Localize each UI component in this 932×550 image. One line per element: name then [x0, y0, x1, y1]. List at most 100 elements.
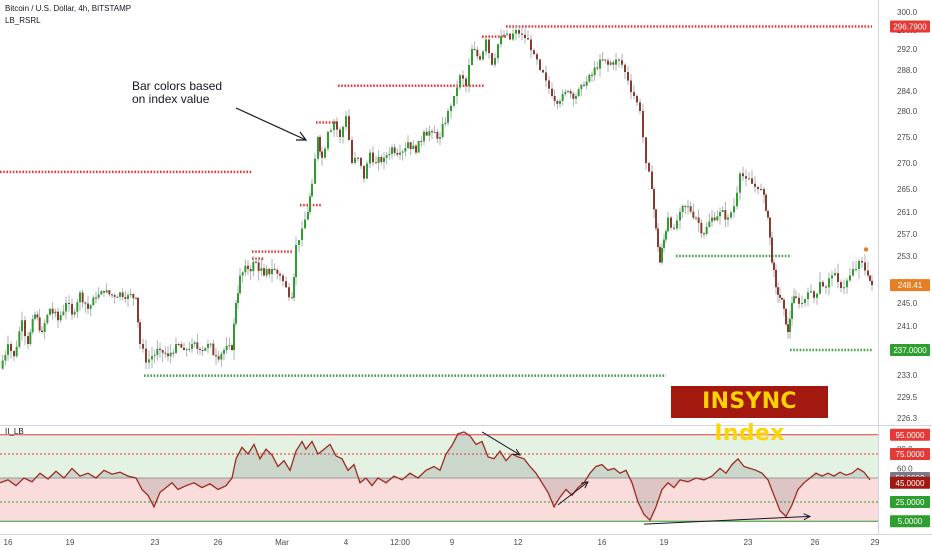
price-tick-label: 261.0 — [897, 208, 918, 217]
candle-body — [765, 194, 767, 211]
annotation-line-2: on index value — [132, 92, 210, 106]
candle-body — [545, 72, 547, 81]
candle-body — [46, 314, 49, 324]
study-name[interactable]: LB_RSRL — [5, 16, 41, 25]
candle-body — [527, 38, 529, 40]
candle-body — [518, 30, 520, 34]
candle-body — [441, 123, 444, 137]
candle-body — [433, 131, 436, 133]
candle-body — [360, 157, 362, 166]
candle-body — [642, 111, 644, 138]
candle-body — [585, 81, 588, 86]
candle-body — [439, 137, 441, 139]
annotation-text: Bar colors based on index value — [132, 80, 222, 106]
candle-body — [412, 145, 415, 150]
time-axis[interactable]: 16 19 23 26 Mar 4 12:00 9 12 16 19 23 26 29 — [0, 534, 932, 548]
candle-body — [711, 217, 713, 222]
divergence-arrow-1 — [481, 431, 521, 456]
candle-body — [779, 294, 781, 298]
candle-body — [169, 352, 172, 357]
index-area-fill — [0, 431, 870, 521]
overbought-zone — [0, 434, 878, 478]
candle-body — [569, 91, 572, 94]
candle-body — [846, 280, 848, 288]
indicator-pane[interactable] — [0, 431, 878, 525]
candle-body — [201, 350, 204, 351]
candle-body — [79, 292, 81, 303]
candle-body — [681, 205, 684, 212]
price-label-box — [890, 279, 930, 292]
time-tick-label: 29 — [871, 538, 880, 547]
candle-body — [260, 268, 263, 272]
candle-body — [153, 355, 156, 357]
candle-body — [188, 348, 191, 350]
candle-body — [156, 348, 159, 356]
candle-body — [423, 131, 425, 142]
candle-body — [777, 287, 779, 295]
candle-body — [657, 228, 659, 248]
candle-body — [624, 64, 626, 72]
candle-body — [108, 290, 111, 295]
candle-body — [692, 211, 695, 218]
candle-body — [363, 165, 365, 179]
symbol-title[interactable]: Bitcoin / U.S. Dollar, 4h, BITSTAMP — [5, 4, 132, 13]
time-tick-label: 23 — [151, 538, 160, 547]
candle-body — [43, 323, 46, 332]
candle-body — [801, 303, 803, 304]
candle-body — [855, 269, 857, 270]
candle-body — [100, 291, 103, 295]
candle-body — [661, 247, 663, 263]
candle-body — [548, 80, 550, 89]
candle-body — [705, 226, 708, 234]
candle-body — [391, 147, 393, 154]
indicator-name[interactable]: II_LB — [5, 427, 24, 436]
candle-body — [185, 349, 188, 351]
price-tick-label: 270.0 — [897, 159, 918, 168]
candle-body — [648, 163, 650, 172]
candle-body — [530, 39, 532, 51]
candle-body — [76, 302, 79, 312]
candle-body — [407, 142, 409, 149]
candle-body — [57, 311, 59, 321]
candle-body — [867, 270, 869, 276]
time-tick-label: 26 — [214, 538, 223, 547]
candle-body — [279, 273, 281, 276]
candle-body — [871, 280, 873, 286]
candle-body — [488, 39, 490, 54]
candle-body — [577, 89, 580, 96]
candle-body — [852, 269, 854, 276]
candle-body — [29, 332, 32, 344]
candle-body — [491, 53, 493, 65]
price-axis[interactable]: 300.0296.0292.0288.0284.0280.0275.0270.0… — [878, 0, 931, 535]
candle-body — [639, 102, 641, 111]
candle-body — [497, 44, 499, 59]
candle-body — [380, 156, 383, 163]
candle-body — [679, 212, 681, 221]
candle-body — [795, 296, 797, 298]
candle-body — [404, 148, 407, 152]
candle-body — [676, 220, 678, 229]
candle-body — [51, 308, 54, 314]
candle-body — [533, 50, 535, 55]
candle-body — [572, 93, 575, 99]
candle-body — [164, 352, 167, 354]
candle-body — [462, 75, 464, 79]
annotation-arrow — [235, 107, 307, 141]
candle-body — [607, 60, 609, 65]
candle-body — [304, 219, 306, 229]
candle-body — [191, 344, 193, 349]
candle-body — [396, 152, 399, 155]
candle-body — [636, 96, 638, 103]
candle-body — [849, 275, 851, 281]
candle-body — [627, 71, 629, 81]
candle-body — [551, 88, 553, 96]
candle-body — [1, 360, 4, 369]
candle-body — [409, 142, 412, 150]
price-pane[interactable] — [0, 24, 932, 426]
time-tick-label: 19 — [660, 538, 669, 547]
candle-body — [324, 148, 326, 158]
candle-body — [787, 324, 789, 332]
candle-body — [771, 237, 773, 263]
candle-body — [739, 173, 741, 193]
